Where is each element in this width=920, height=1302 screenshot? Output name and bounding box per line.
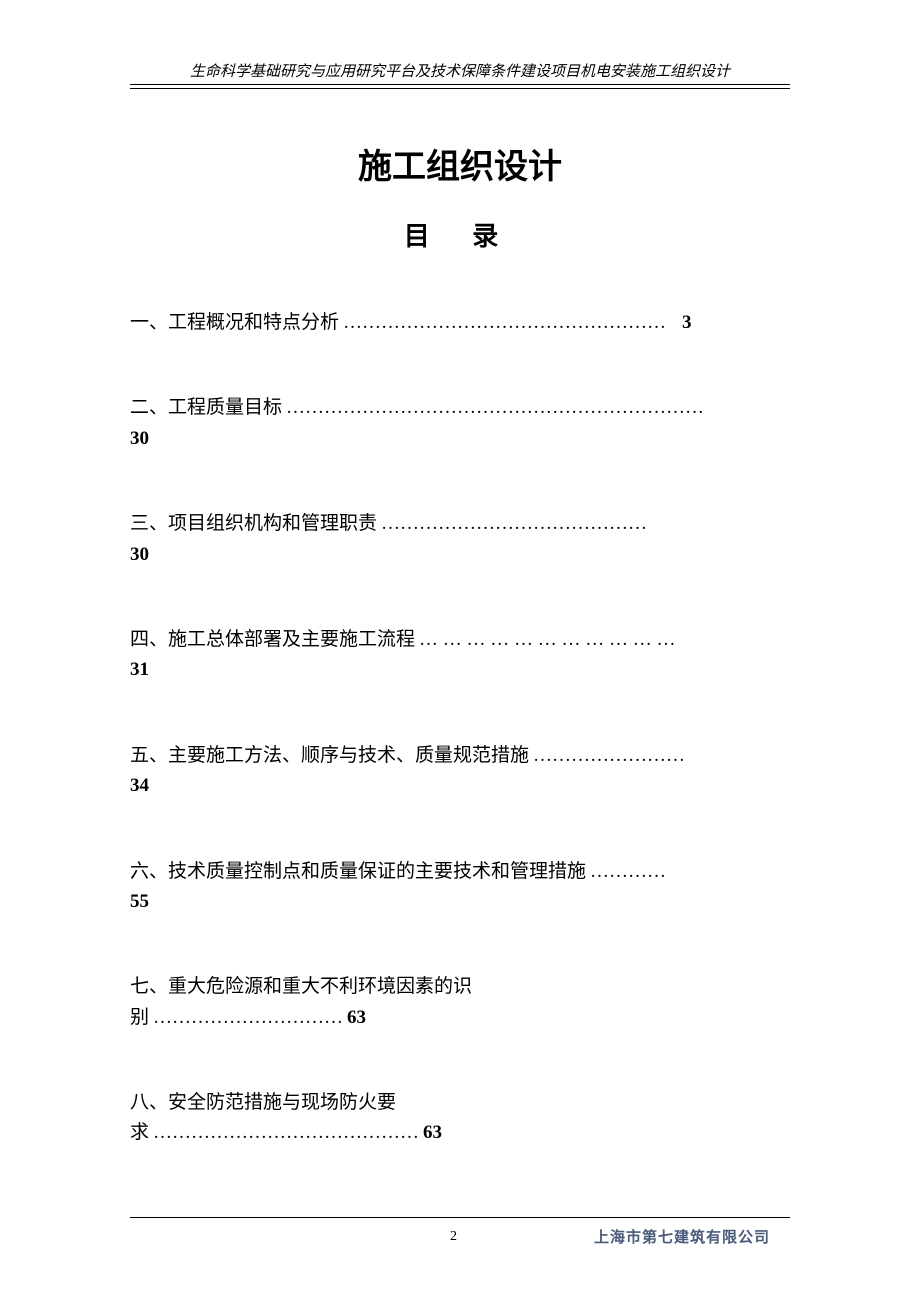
toc-label: 三、项目组织机构和管理职责 bbox=[130, 509, 377, 539]
toc-entry-2: 二、工程质量目标 ………………………………………………………… 30 bbox=[130, 393, 790, 454]
toc-dots: ………………………… bbox=[149, 1007, 347, 1028]
toc-page-number: 63 bbox=[423, 1122, 442, 1143]
page-footer: 2 上海市第七建筑有限公司 bbox=[130, 1217, 790, 1247]
toc-entry-7: 七、重大危险源和重大不利环境因素的识 别…………………………63 bbox=[130, 972, 790, 1033]
footer-company: 上海市第七建筑有限公司 bbox=[594, 1226, 770, 1247]
toc-label: 一、工程概况和特点分析 bbox=[130, 308, 339, 338]
toc-label-line1: 七、重大危险源和重大不利环境因素的识 bbox=[130, 972, 790, 1002]
document-page: 生命科学基础研究与应用研究平台及技术保障条件建设项目机电安装施工组织设计 施工组… bbox=[0, 0, 920, 1302]
header-text: 生命科学基础研究与应用研究平台及技术保障条件建设项目机电安装施工组织设计 bbox=[130, 60, 790, 81]
toc-label: 二、工程质量目标 bbox=[130, 393, 282, 423]
toc-label: 六、技术质量控制点和质量保证的主要技术和管理措施 bbox=[130, 857, 586, 887]
toc-dots: …………………………………………… bbox=[339, 308, 670, 338]
toc-entry-8: 八、安全防范措施与现场防火要 求……………………………………63 bbox=[130, 1088, 790, 1149]
sub-title: 目 录 bbox=[130, 216, 790, 253]
footer-line bbox=[130, 1217, 790, 1218]
toc-dots: …………………… bbox=[529, 741, 689, 771]
toc-page-number: 55 bbox=[130, 887, 790, 917]
toc-page-number: 63 bbox=[347, 1007, 366, 1028]
toc-page-number: 34 bbox=[130, 771, 790, 801]
toc-page-number: 30 bbox=[130, 424, 790, 454]
toc-page-number: 31 bbox=[130, 655, 790, 685]
toc-entry-4: 四、施工总体部署及主要施工流程 … … … … … … … … … … … 31 bbox=[130, 625, 790, 686]
toc-dots: …………………………………… bbox=[377, 509, 651, 539]
toc-label: 五、主要施工方法、顺序与技术、质量规范措施 bbox=[130, 741, 529, 771]
toc-page-number: 30 bbox=[130, 540, 790, 570]
toc-entry-3: 三、项目组织机构和管理职责 …………………………………… 30 bbox=[130, 509, 790, 570]
toc-entry-1: 一、工程概况和特点分析 …………………………………………… 3 bbox=[130, 308, 790, 338]
toc-entry-5: 五、主要施工方法、顺序与技术、质量规范措施 …………………… 34 bbox=[130, 741, 790, 802]
page-number: 2 bbox=[450, 1229, 457, 1245]
toc-dots: ………… bbox=[586, 857, 670, 887]
toc-entry-6: 六、技术质量控制点和质量保证的主要技术和管理措施 ………… 55 bbox=[130, 857, 790, 918]
toc-label-line2: 求……………………………………63 bbox=[130, 1118, 790, 1148]
main-title: 施工组织设计 bbox=[130, 139, 790, 188]
toc-dots: … … … … … … … … … … … bbox=[415, 625, 680, 655]
toc-label-line2: 别…………………………63 bbox=[130, 1003, 790, 1033]
header-line-top: 生命科学基础研究与应用研究平台及技术保障条件建设项目机电安装施工组织设计 bbox=[130, 60, 790, 85]
header-line-bottom bbox=[130, 88, 790, 89]
toc-label-line1: 八、安全防范措施与现场防火要 bbox=[130, 1088, 790, 1118]
toc-dots: …………………………………… bbox=[149, 1122, 423, 1143]
toc-page-number: 3 bbox=[670, 308, 692, 338]
footer-content: 2 上海市第七建筑有限公司 bbox=[130, 1226, 790, 1247]
toc-label: 四、施工总体部署及主要施工流程 bbox=[130, 625, 415, 655]
toc-dots: ………………………………………………………… bbox=[282, 393, 708, 423]
